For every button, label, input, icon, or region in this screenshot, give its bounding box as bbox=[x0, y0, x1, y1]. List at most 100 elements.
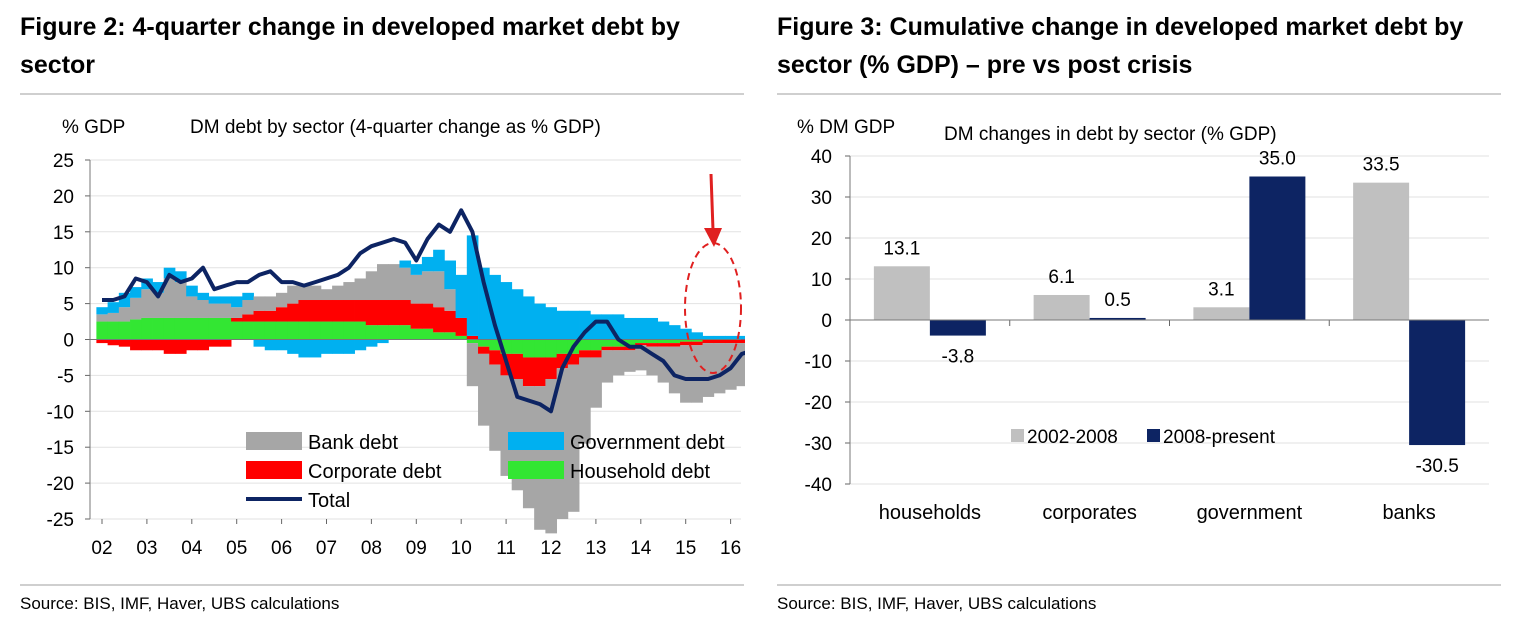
x-tick-label: 13 bbox=[585, 538, 606, 559]
bar-bank-debt bbox=[275, 292, 288, 308]
bar-bank-debt bbox=[500, 375, 513, 476]
data-label: -3.8 bbox=[942, 347, 975, 368]
bar-corporate-debt bbox=[107, 339, 120, 346]
bar-household-debt bbox=[219, 317, 232, 340]
bar-government-debt bbox=[702, 335, 715, 340]
bar-household-debt bbox=[635, 339, 647, 344]
bar-government-debt bbox=[264, 339, 277, 351]
bar-corporate-debt bbox=[668, 343, 681, 347]
bar-corporate-debt bbox=[298, 300, 311, 322]
bar-household-debt bbox=[623, 339, 636, 347]
y-tick-label: 0 bbox=[821, 311, 832, 332]
bar-household-debt bbox=[275, 321, 288, 340]
x-tick-label: 14 bbox=[630, 538, 652, 559]
bar-government-debt bbox=[354, 339, 367, 351]
data-label: 13.1 bbox=[883, 238, 920, 259]
bar-corporate-debt bbox=[152, 339, 165, 351]
bar-bank-debt bbox=[736, 343, 745, 387]
bar-government-debt bbox=[275, 339, 288, 351]
bar-government-debt bbox=[309, 339, 322, 358]
bar-bank-debt bbox=[130, 297, 142, 320]
bar-government-2008-present bbox=[1249, 176, 1306, 320]
bar-bank-debt bbox=[320, 289, 333, 301]
figure-2-title: Figure 2: 4-quarter change in developed … bbox=[20, 13, 680, 79]
data-label: 0.5 bbox=[1104, 290, 1130, 311]
bar-government-debt bbox=[522, 296, 535, 340]
bar-household-debt bbox=[332, 321, 344, 340]
bar-corporate-debt bbox=[590, 350, 602, 358]
bar-corporate-debt bbox=[264, 310, 277, 322]
bar-government-debt bbox=[612, 314, 625, 340]
total-line bbox=[102, 208, 745, 414]
bar-corporate-debt bbox=[556, 353, 569, 369]
bar-government-debt bbox=[152, 282, 165, 293]
category-label: corporates bbox=[1042, 502, 1137, 524]
y-tick-label: -5 bbox=[57, 366, 74, 387]
legend-swatch-corporate-debt bbox=[246, 461, 302, 479]
bar-government-debt bbox=[646, 317, 659, 340]
bar-corporate-debt bbox=[522, 357, 535, 387]
bar-household-debt bbox=[365, 325, 378, 340]
bar-corporate-debt bbox=[141, 339, 153, 351]
bar-bank-debt bbox=[545, 378, 558, 534]
bar-household-debt bbox=[343, 321, 355, 340]
bar-household-debt bbox=[197, 317, 210, 340]
y-tick-label: -15 bbox=[47, 438, 74, 459]
legend-label-2002-2008: 2002-2008 bbox=[1027, 427, 1118, 448]
bar-government-debt bbox=[174, 271, 187, 283]
bar-bank-debt bbox=[186, 296, 198, 318]
bar-corporate-debt bbox=[579, 350, 591, 358]
bar-corporate-debt bbox=[174, 339, 187, 354]
bar-household-debt bbox=[354, 321, 367, 340]
y-tick-label: -10 bbox=[47, 402, 74, 423]
bar-bank-debt bbox=[691, 345, 703, 403]
bar-government-debt bbox=[489, 274, 501, 340]
y-tick-label: 30 bbox=[811, 188, 832, 209]
legend-label-household-debt: Household debt bbox=[570, 461, 711, 483]
bar-corporate-debt bbox=[130, 339, 142, 351]
bar-household-debt bbox=[590, 339, 602, 351]
bar-government-debt bbox=[377, 339, 389, 344]
bar-households-2008-present bbox=[929, 320, 986, 336]
y-axis-label: % GDP bbox=[62, 117, 125, 138]
bar-household-debt bbox=[522, 339, 535, 358]
data-label: -30.5 bbox=[1415, 456, 1458, 477]
category-label: households bbox=[879, 502, 981, 524]
bar-household-debt bbox=[231, 321, 243, 340]
bar-household-debt bbox=[410, 328, 423, 340]
bar-household-debt bbox=[646, 339, 659, 344]
bar-government-debt bbox=[332, 339, 344, 354]
bar-corporate-debt bbox=[534, 357, 546, 387]
bar-corporate-debt bbox=[612, 346, 625, 351]
bar-corporate-debt bbox=[96, 339, 109, 344]
cumulative-change-bar-chart: % DM GDP DM changes in debt by sector (% … bbox=[797, 117, 1489, 524]
bar-government-debt bbox=[534, 303, 546, 340]
bar-bank-debt bbox=[163, 278, 176, 318]
bar-household-debt bbox=[466, 339, 479, 344]
bar-government-debt bbox=[668, 325, 681, 340]
bar-household-debt bbox=[455, 335, 468, 340]
y-axis-label: % DM GDP bbox=[797, 117, 895, 138]
bar-corporate-debt bbox=[702, 339, 715, 344]
bar-corporate-debt bbox=[444, 310, 456, 333]
legend-swatch-government-debt bbox=[508, 432, 564, 450]
x-tick-label: 16 bbox=[720, 538, 741, 559]
bar-bank-debt bbox=[377, 264, 389, 301]
bar-household-debt bbox=[309, 321, 322, 340]
bar-household-debt bbox=[242, 321, 254, 340]
bar-bank-debt bbox=[343, 282, 355, 301]
legend-label-2008-present: 2008-present bbox=[1163, 427, 1276, 448]
bar-corporate-debt bbox=[466, 335, 479, 340]
bar-household-debt bbox=[130, 319, 142, 340]
bar-bank-debt bbox=[287, 285, 299, 304]
bar-corporate-debt bbox=[691, 341, 703, 346]
bar-household-debt bbox=[444, 332, 456, 340]
bar-corporate-debt bbox=[646, 343, 659, 347]
bar-household-debt bbox=[174, 317, 187, 340]
bar-bank-debt bbox=[118, 307, 131, 322]
bar-household-debt bbox=[388, 325, 400, 340]
bar-government-debt bbox=[511, 289, 524, 340]
bar-household-debt bbox=[668, 339, 681, 344]
bar-household-debt bbox=[163, 317, 176, 340]
bar-government-debt bbox=[635, 317, 647, 340]
